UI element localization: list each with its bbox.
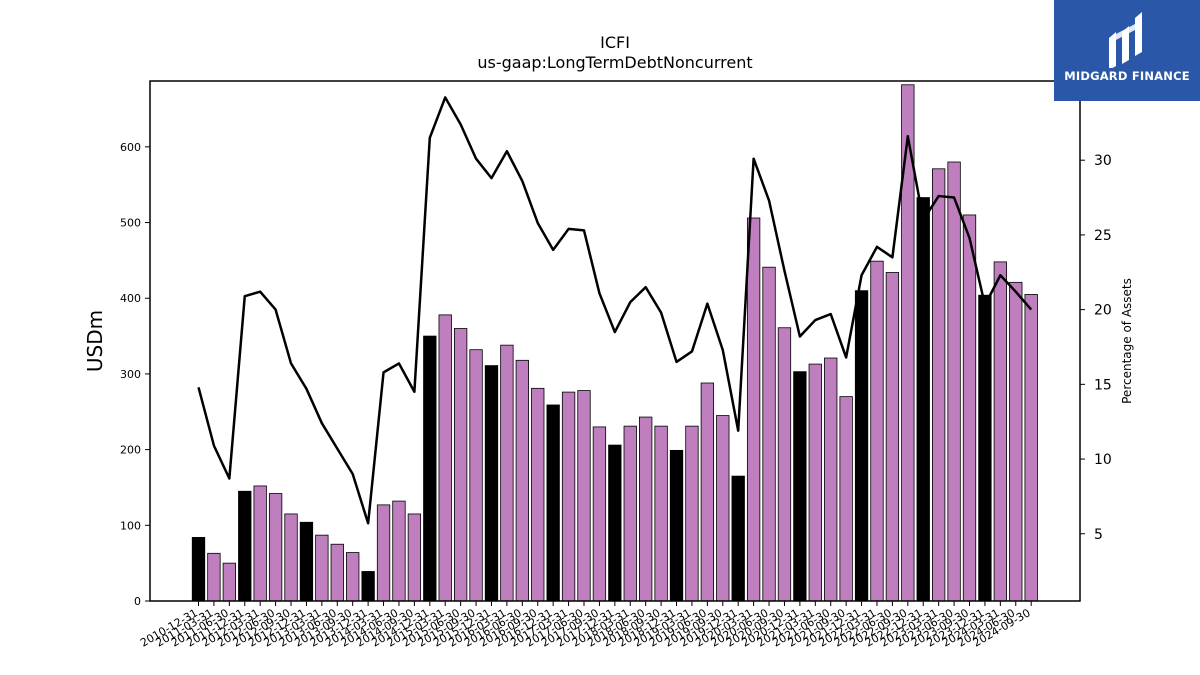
bar-2016-09-30: [531, 387, 545, 602]
bar-2016-12-31: [546, 404, 560, 602]
y-axis-label: USDm: [83, 310, 107, 372]
bar-2011-06-30: [222, 562, 236, 602]
y-right-tick-label: 25: [1094, 228, 1112, 244]
bar-2010-12-31: [191, 537, 206, 602]
midgard-logo-icon: [1109, 12, 1142, 68]
bar-2012-09-30: [284, 513, 298, 602]
chart-subtitle: us-gaap:LongTermDebtNoncurrent: [477, 53, 752, 72]
y-right-tick-label: 5: [1094, 527, 1103, 543]
bar-2015-06-30: [453, 328, 468, 602]
bar-2021-12-31: [854, 290, 869, 602]
y-tick-label: 200: [120, 444, 141, 457]
bar-2014-03-31: [376, 504, 391, 602]
brand-name: MIDGARD FINANCE: [1064, 69, 1190, 83]
bar-2012-12-31: [299, 521, 314, 602]
bar-2017-09-30: [592, 426, 607, 602]
bar-2018-09-30: [654, 425, 668, 602]
bar-2017-12-31: [608, 444, 622, 602]
y-tick-label: 100: [120, 519, 141, 532]
x-axis: 2010-12-312011-03-312011-06-302011-12-31…: [138, 601, 1033, 650]
bar-2016-06-30: [515, 359, 529, 602]
y-axis-right: 5 10 15 20 25 30: [1080, 153, 1112, 543]
y-tick-label: 600: [120, 141, 141, 154]
bar-2018-12-31: [669, 449, 684, 602]
bar-2023-12-31: [978, 294, 992, 602]
y-tick-label: 0: [134, 595, 141, 608]
bar-2023-06-30: [947, 161, 961, 602]
bar-2015-03-31: [438, 314, 452, 602]
chart-title: ICFI: [600, 33, 630, 52]
bar-2017-06-30: [577, 390, 591, 602]
bar-2019-03-31: [685, 425, 699, 602]
bar-2021-09-30: [839, 396, 853, 602]
bar-2024-03-31: [993, 261, 1007, 602]
bar-2014-09-30: [407, 513, 422, 602]
bar-2013-06-30: [330, 543, 344, 602]
brand-logo: MIDGARD FINANCE: [1054, 0, 1200, 101]
bar-2020-09-30: [777, 327, 792, 602]
bar-2012-06-30: [268, 493, 283, 602]
y-axis-left: 0 100 200 300 400 500 600: [120, 141, 150, 608]
bar-2024-09-30: [1024, 294, 1038, 602]
y-axis-right-label: Percentage of Assets: [1120, 278, 1134, 404]
bar-2013-12-31: [361, 571, 375, 602]
bar-2011-12-31: [238, 490, 252, 602]
y-right-tick-label: 20: [1094, 303, 1112, 319]
bar-2024-06-30: [1009, 281, 1023, 602]
bar-2020-06-30: [762, 266, 776, 602]
percentage-line: [197, 96, 1033, 525]
y-right-tick-label: 15: [1094, 377, 1112, 393]
bar-2022-03-31: [870, 260, 884, 602]
bar-2022-06-30: [885, 272, 900, 602]
bar-2019-09-30: [716, 415, 730, 602]
bar-2012-03-31: [253, 485, 267, 602]
bar-2018-06-30: [639, 416, 653, 602]
bar-2023-09-30: [962, 214, 977, 602]
bar-2019-12-31: [731, 475, 745, 602]
bar-2023-03-31: [932, 168, 946, 602]
y-right-tick-label: 30: [1094, 153, 1112, 169]
bars-group: [191, 84, 1038, 602]
bar-2019-06-30: [700, 382, 715, 602]
bar-2011-03-31: [207, 552, 221, 602]
bar-2014-12-31: [423, 335, 437, 602]
bar-2017-03-31: [561, 391, 576, 602]
bar-2020-03-31: [746, 217, 761, 602]
bar-2018-03-31: [623, 425, 637, 602]
y-tick-label: 400: [120, 292, 141, 305]
y-right-tick-label: 10: [1094, 452, 1112, 468]
bar-2016-03-31: [500, 344, 514, 602]
bar-2021-06-30: [824, 357, 838, 602]
bar-2022-12-31: [916, 197, 930, 602]
y-tick-label: 300: [120, 368, 141, 381]
bar-2014-06-30: [392, 500, 406, 602]
bar-2013-03-31: [315, 534, 329, 602]
bar-2015-12-31: [484, 365, 499, 602]
bar-2021-03-31: [808, 363, 822, 602]
bar-2015-09-30: [469, 349, 483, 602]
y-tick-label: 500: [120, 217, 141, 230]
bar-2020-12-31: [793, 371, 807, 602]
bar-2013-09-30: [346, 552, 360, 602]
